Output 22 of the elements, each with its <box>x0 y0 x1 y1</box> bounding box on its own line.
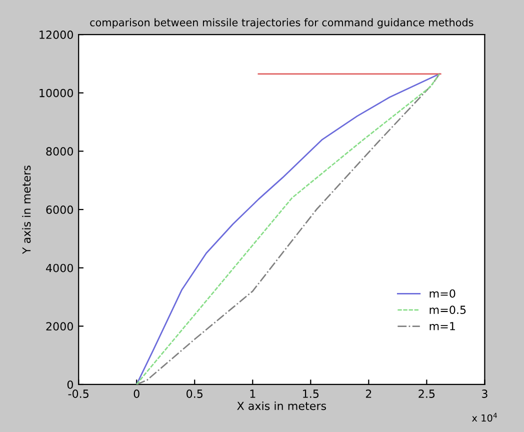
y-tick-label: 6000 <box>46 205 73 214</box>
y-tick-label: 10000 <box>40 88 73 98</box>
text: x 10$^{4}$ <box>472 412 497 422</box>
legend-label: m=0 <box>430 289 456 298</box>
x-axis-title: X axis in meters <box>237 401 326 410</box>
x-tick-label: 3 <box>482 390 488 398</box>
x-tick-label: 0.5 <box>186 390 202 398</box>
y-tick-label: 4000 <box>46 264 73 272</box>
y-tick-label: 12000 <box>40 30 73 39</box>
x-tick-label: 1.5 <box>303 390 319 398</box>
x-tick-label: 2 <box>366 390 372 398</box>
x-tick-label: 2.5 <box>418 390 435 398</box>
x-tick-label: -0.5 <box>68 390 88 398</box>
y-tick-label: 2000 <box>46 322 73 331</box>
chart-title: comparison between missile trajectories for command guidance methods <box>90 18 474 28</box>
y-tick-label: 8000 <box>46 147 73 156</box>
legend-label: m=1 <box>430 322 455 330</box>
x-tick-label: 1 <box>250 390 256 398</box>
x-tick-label: 0 <box>134 390 140 398</box>
y-tick-label: 0 <box>67 380 73 389</box>
y-axis-title: Y axis in meters <box>22 166 31 254</box>
legend-label: m=0.5 <box>430 306 466 314</box>
